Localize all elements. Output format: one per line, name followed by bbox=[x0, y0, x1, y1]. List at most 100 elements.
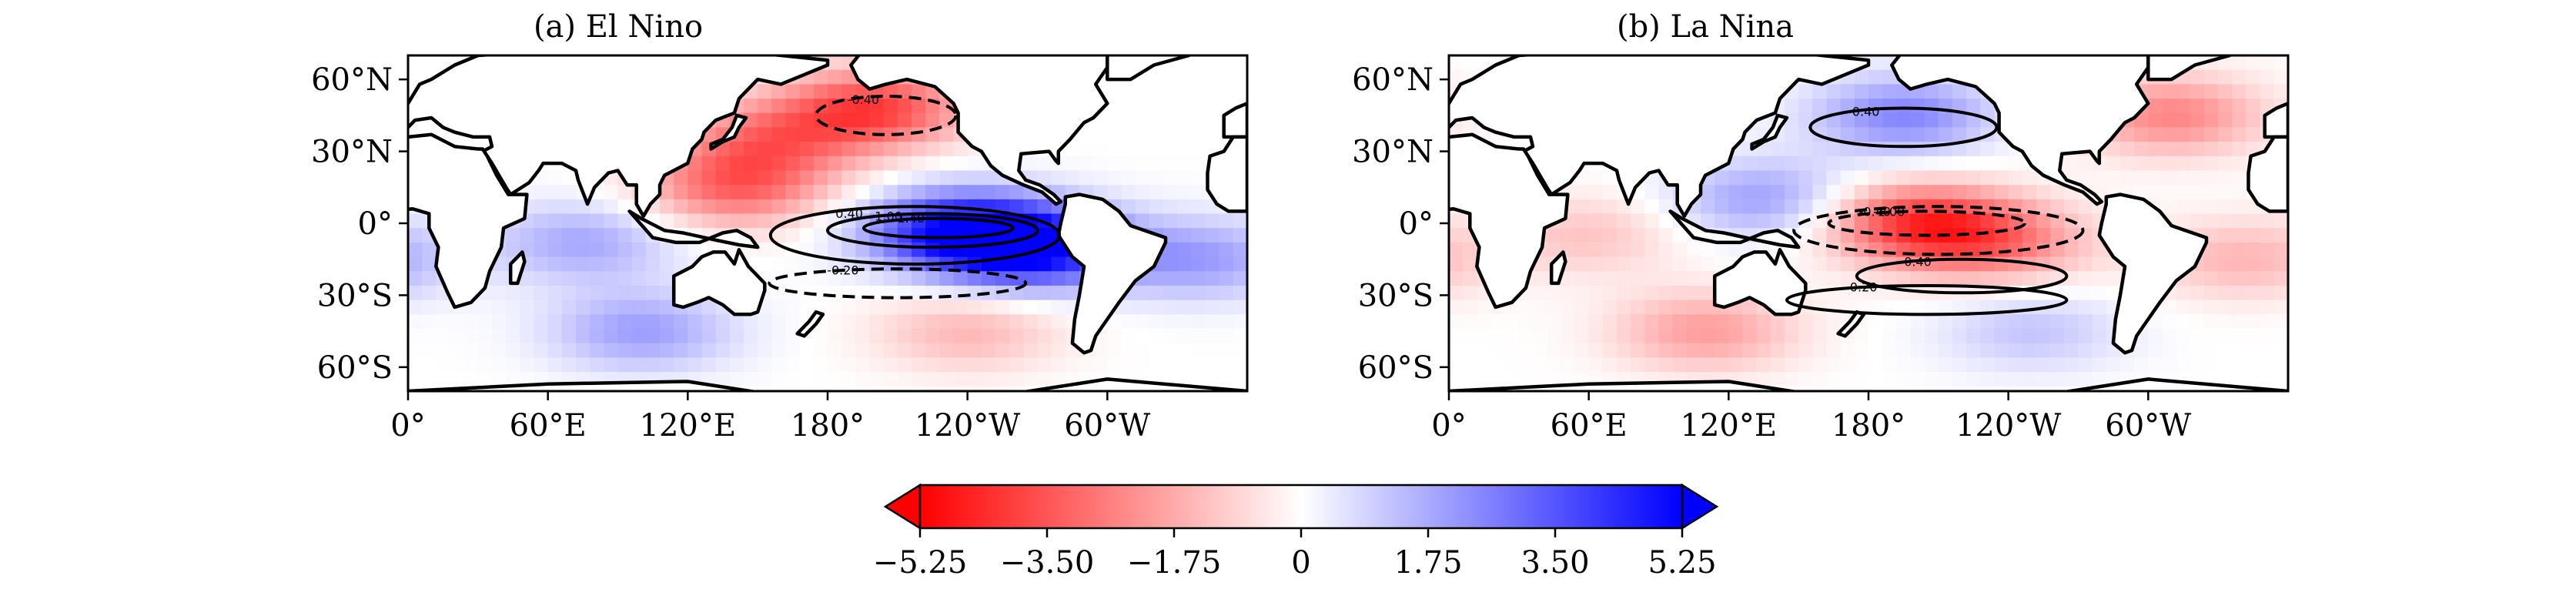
heatmap-cell bbox=[1107, 314, 1122, 330]
heatmap-cell bbox=[869, 329, 885, 344]
panel-el-nino: (a) El Nino 1.401.000.40-0.40-0.20 0° 60°… bbox=[311, 9, 1249, 443]
heatmap-cell bbox=[2246, 314, 2261, 330]
heatmap-cell bbox=[1686, 343, 1701, 358]
heatmap-cell bbox=[1617, 329, 1631, 344]
heatmap-cell bbox=[1233, 228, 1247, 243]
heatmap-cell bbox=[645, 343, 661, 358]
colorbar-gradient bbox=[920, 485, 1682, 528]
heatmap-cell bbox=[1644, 300, 1660, 315]
heatmap-cell bbox=[576, 286, 590, 301]
heatmap-cell bbox=[1449, 213, 1464, 229]
heatmap-cell bbox=[813, 271, 828, 286]
continent-australia bbox=[1712, 248, 1808, 316]
heatmap-cell bbox=[2148, 84, 2163, 99]
heatmap-cell bbox=[995, 343, 1010, 358]
heatmap-cell bbox=[1840, 170, 1855, 186]
heatmap-cell bbox=[2078, 286, 2093, 301]
heatmap-cell bbox=[744, 372, 758, 387]
heatmap-cell bbox=[2050, 372, 2065, 387]
heatmap-cell bbox=[1121, 300, 1136, 315]
heatmap-cell bbox=[2120, 156, 2135, 172]
heatmap-cell bbox=[422, 300, 437, 315]
heatmap-cell bbox=[2148, 142, 2163, 157]
heatmap-cell bbox=[701, 357, 717, 373]
heatmap-cell bbox=[1798, 185, 1813, 200]
heatmap-cell bbox=[1617, 271, 1631, 286]
heatmap-cell bbox=[715, 213, 731, 229]
heatmap-cell bbox=[1756, 357, 1771, 373]
heatmap-cell bbox=[1051, 271, 1066, 286]
heatmap-cell bbox=[2162, 199, 2177, 215]
heatmap-cell bbox=[506, 300, 520, 315]
heatmap-cell bbox=[1037, 343, 1052, 358]
heatmap-cell bbox=[1910, 142, 1925, 157]
heatmap-cell bbox=[1163, 69, 1178, 85]
heatmap-cell bbox=[2078, 271, 2093, 286]
heatmap-cell bbox=[1910, 271, 1925, 286]
heatmap-cell bbox=[1149, 271, 1164, 286]
heatmap-cell bbox=[2134, 156, 2149, 172]
heatmap-cell bbox=[925, 343, 940, 358]
heatmap-cell bbox=[912, 127, 926, 142]
heatmap-cell bbox=[2204, 256, 2219, 272]
heatmap-cell bbox=[1135, 314, 1150, 330]
heatmap-cell bbox=[912, 242, 926, 258]
heatmap-cell bbox=[771, 314, 787, 330]
heatmap-cell bbox=[1631, 256, 1645, 272]
heatmap-cell bbox=[1191, 170, 1206, 186]
heatmap-cell bbox=[869, 357, 885, 373]
heatmap-cell bbox=[2260, 55, 2275, 71]
heatmap-cell bbox=[1631, 228, 1645, 243]
heatmap-cell bbox=[1715, 242, 1729, 258]
heatmap-cell bbox=[813, 156, 828, 172]
heatmap-cell bbox=[631, 286, 647, 301]
heatmap-cell bbox=[1617, 242, 1631, 258]
heatmap-cell bbox=[1135, 185, 1150, 200]
heatmap-cell bbox=[1840, 84, 1855, 99]
heatmap-cell bbox=[1742, 185, 1758, 200]
heatmap-cell bbox=[2232, 372, 2247, 387]
heatmap-cell bbox=[2218, 357, 2233, 373]
heatmap-cell bbox=[590, 199, 604, 215]
heatmap-cell bbox=[1547, 314, 1561, 330]
heatmap-cell bbox=[1065, 286, 1080, 301]
heatmap-cell bbox=[1449, 386, 1464, 391]
heatmap-cell bbox=[1980, 300, 1996, 315]
heatmap-cell bbox=[2190, 286, 2205, 301]
heatmap-cell bbox=[1149, 156, 1164, 172]
heatmap-cell bbox=[660, 185, 674, 200]
heatmap-cell bbox=[1135, 127, 1150, 142]
heatmap-cell bbox=[2092, 300, 2107, 315]
heatmap-cell bbox=[912, 228, 926, 243]
heatmap-cell bbox=[939, 372, 955, 387]
heatmap-cell bbox=[687, 185, 703, 200]
heatmap-cell bbox=[785, 343, 801, 358]
heatmap-cell bbox=[1547, 300, 1561, 315]
heatmap-cell bbox=[2273, 357, 2288, 373]
heatmap-cell bbox=[1882, 156, 1897, 172]
land-masses bbox=[1449, 55, 2288, 391]
heatmap-cell bbox=[1868, 314, 1883, 330]
heatmap-cell bbox=[1644, 213, 1660, 229]
heatmap-cell bbox=[2190, 329, 2205, 344]
heatmap-cell bbox=[813, 286, 828, 301]
heatmap-cell bbox=[590, 286, 604, 301]
heatmap-cell bbox=[897, 329, 912, 344]
heatmap-cell bbox=[1107, 142, 1122, 157]
heatmap-cell bbox=[967, 329, 982, 344]
heatmap-cell bbox=[1163, 84, 1178, 99]
heatmap-cell bbox=[967, 156, 982, 172]
contour-line bbox=[768, 205, 1062, 266]
heatmap-cell bbox=[2176, 314, 2191, 330]
heatmap-cell bbox=[1701, 256, 1715, 272]
island-madagascar bbox=[1549, 250, 1567, 286]
heatmap-cell bbox=[492, 329, 507, 344]
heatmap-cell bbox=[758, 142, 772, 157]
heatmap-cell bbox=[1009, 185, 1024, 200]
heatmap-cell bbox=[953, 228, 969, 243]
heatmap-cell bbox=[1574, 213, 1590, 229]
heatmap-cell bbox=[897, 213, 912, 229]
heatmap-cell bbox=[1463, 329, 1477, 344]
heatmap-cell bbox=[2092, 286, 2107, 301]
